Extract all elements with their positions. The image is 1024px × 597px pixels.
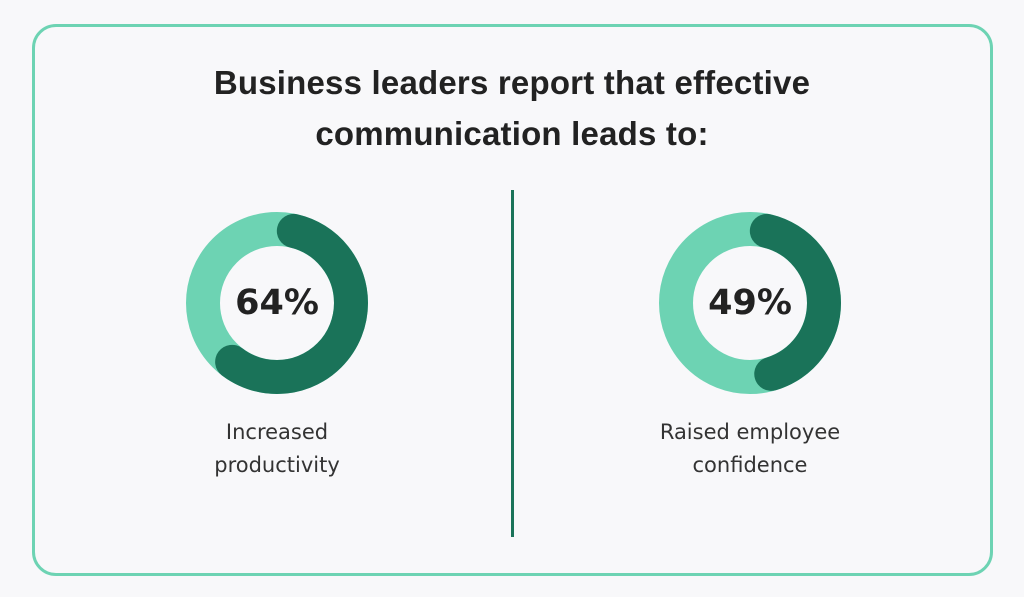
title-line-2: communication leads to:: [315, 115, 709, 152]
page-title: Business leaders report that effective c…: [0, 57, 1024, 159]
donut-chart-confidence: 49%: [659, 212, 841, 394]
donut-value-arc: [659, 212, 841, 394]
stat-label-line-1: Increased: [225, 420, 329, 444]
stat-label-productivity: Increased productivity: [147, 416, 407, 482]
donut-percentage: 49%: [708, 283, 792, 323]
vertical-divider: [511, 190, 514, 537]
donut-ring: [186, 212, 368, 394]
title-line-1: Business leaders report that effective: [213, 64, 811, 101]
donut-percentage: 64%: [235, 283, 319, 323]
stat-label-confidence: Raised employee confidence: [620, 416, 880, 482]
donut-chart-productivity: 64%: [186, 212, 368, 394]
stat-label-line-1: Raised employee: [659, 420, 841, 444]
stat-label-line-2: confidence: [692, 453, 808, 477]
donut-value-arc: [186, 212, 368, 394]
donut-ring: [659, 212, 841, 394]
stat-label-line-2: productivity: [214, 453, 340, 477]
